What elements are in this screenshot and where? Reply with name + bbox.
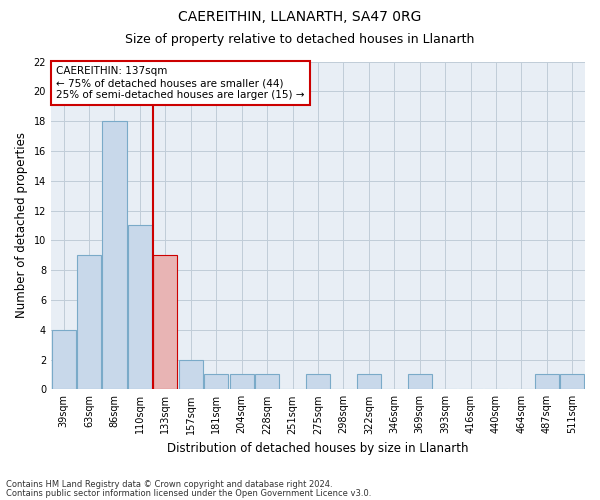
Text: Size of property relative to detached houses in Llanarth: Size of property relative to detached ho… xyxy=(125,32,475,46)
Bar xyxy=(52,330,76,390)
Text: CAEREITHIN, LLANARTH, SA47 0RG: CAEREITHIN, LLANARTH, SA47 0RG xyxy=(178,10,422,24)
Bar xyxy=(204,374,229,390)
Text: CAEREITHIN: 137sqm
← 75% of detached houses are smaller (44)
25% of semi-detache: CAEREITHIN: 137sqm ← 75% of detached hou… xyxy=(56,66,305,100)
Bar xyxy=(230,374,254,390)
Bar xyxy=(77,255,101,390)
Bar xyxy=(103,121,127,390)
Y-axis label: Number of detached properties: Number of detached properties xyxy=(15,132,28,318)
Bar xyxy=(357,374,381,390)
Bar xyxy=(560,374,584,390)
Bar xyxy=(407,374,432,390)
Bar xyxy=(255,374,279,390)
Bar xyxy=(153,255,178,390)
X-axis label: Distribution of detached houses by size in Llanarth: Distribution of detached houses by size … xyxy=(167,442,469,455)
Text: Contains HM Land Registry data © Crown copyright and database right 2024.: Contains HM Land Registry data © Crown c… xyxy=(6,480,332,489)
Bar xyxy=(128,226,152,390)
Text: Contains public sector information licensed under the Open Government Licence v3: Contains public sector information licen… xyxy=(6,488,371,498)
Bar xyxy=(306,374,330,390)
Bar xyxy=(535,374,559,390)
Bar xyxy=(179,360,203,390)
